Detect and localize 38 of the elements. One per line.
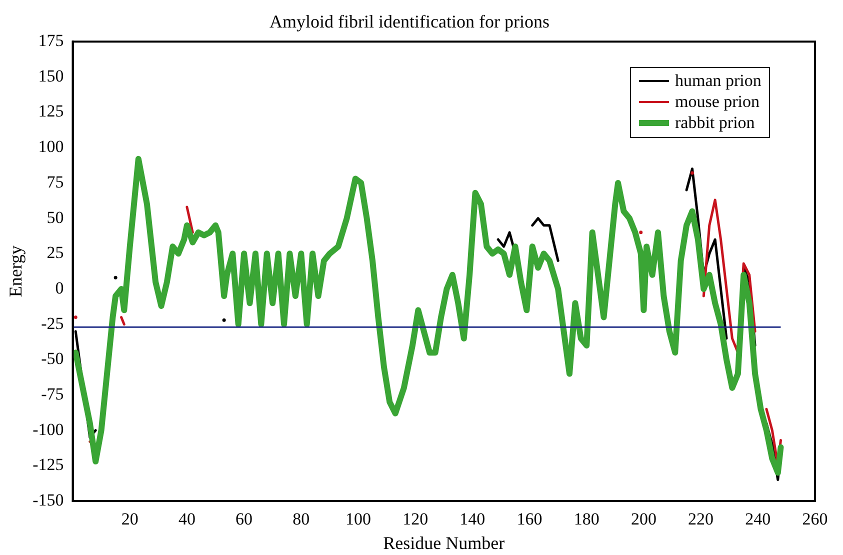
x-axis-title: Residue Number [383,532,505,553]
point [74,315,78,319]
y-axis-title: Energy [6,245,26,298]
point [639,230,643,234]
y-tick-label: -25 [41,314,64,333]
x-tick-label: 200 [630,510,656,529]
x-tick-label: 20 [121,510,138,529]
x-tick-label: 260 [802,510,828,529]
x-tick-label: 140 [460,510,486,529]
y-tick-label: 125 [38,102,64,121]
legend-label: rabbit prion [675,113,755,134]
y-tick-label: 25 [46,243,64,262]
point [222,318,226,322]
x-tick-label: 180 [574,510,600,529]
point [114,276,118,280]
x-tick-label: 220 [688,510,714,529]
x-tick-label: 120 [402,510,428,529]
y-tick-label: -100 [32,420,64,439]
legend-label: human prion [675,71,762,92]
x-tick-label: 80 [292,510,310,529]
y-tick-label: 50 [46,208,64,227]
x-tick-label: 160 [516,510,542,529]
x-tick-label: 100 [345,510,371,529]
y-tick-label: -125 [32,455,64,474]
y-tick-label: -50 [41,349,64,368]
legend-label: mouse prion [675,92,760,112]
y-tick-label: -150 [32,490,64,510]
y-tick-label: 150 [38,66,64,86]
y-tick-label: 75 [46,172,64,192]
y-tick-label: 0 [55,278,64,298]
x-tick-label: 40 [178,510,196,529]
x-tick-label: 60 [236,510,253,529]
point [690,171,694,175]
y-tick-label: 175 [38,31,64,50]
y-tick-label: 100 [38,137,64,156]
x-tick-label: 240 [745,510,771,529]
chart-title: Amyloid fibril identification for prions [270,12,550,32]
y-tick-label: -75 [41,384,64,404]
